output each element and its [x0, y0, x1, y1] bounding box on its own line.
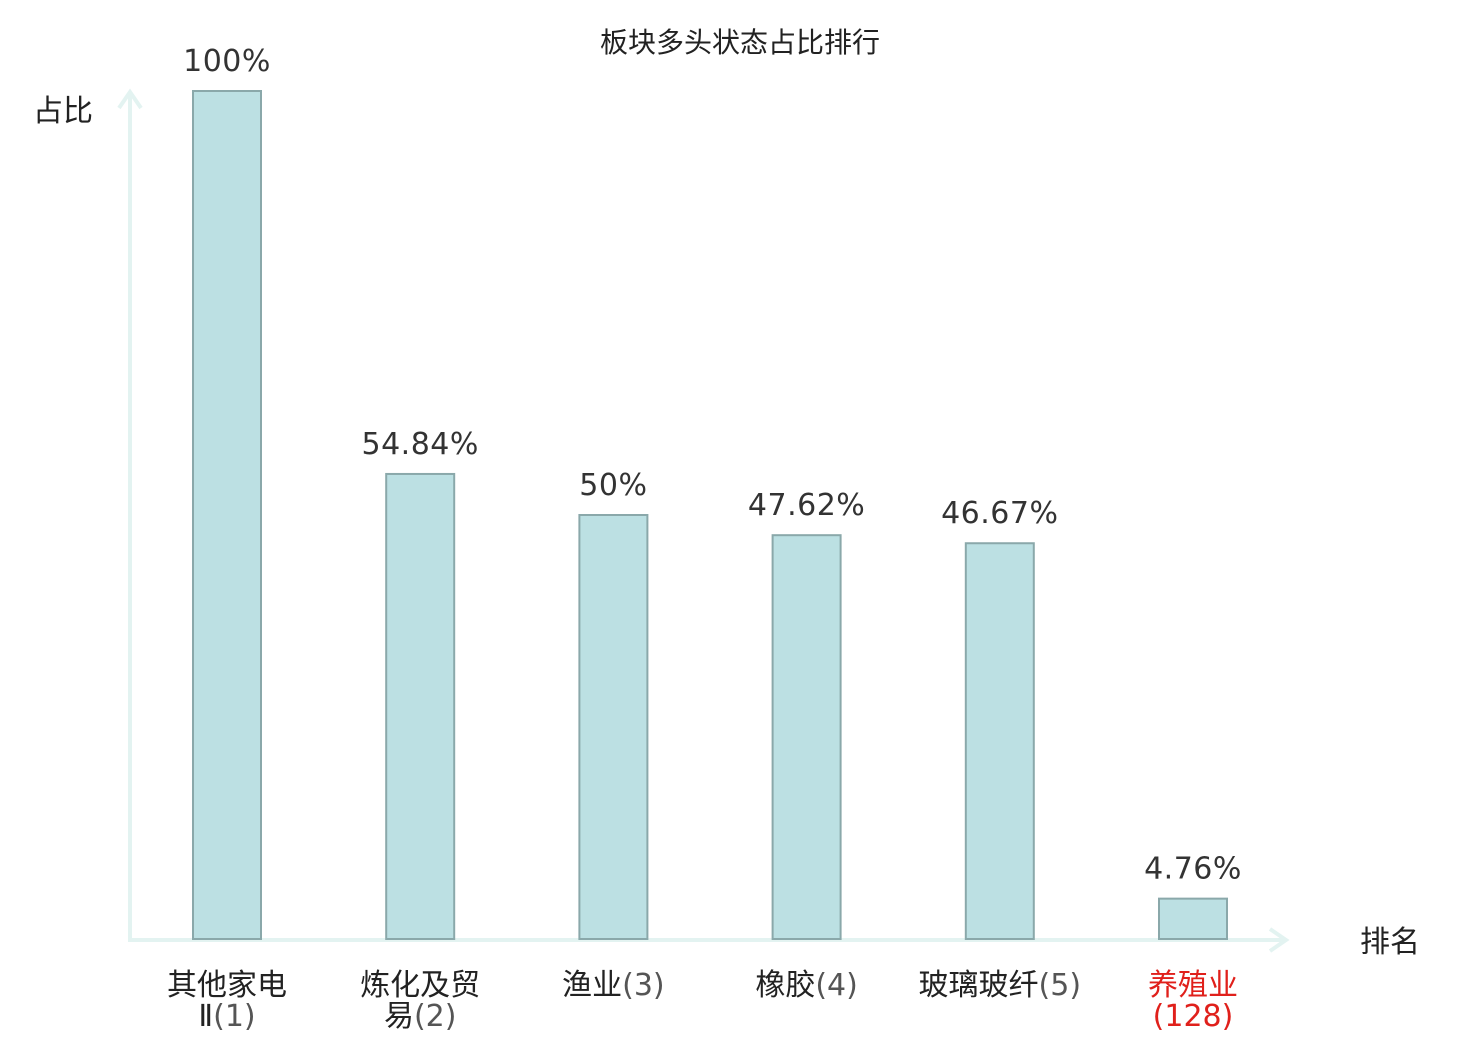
value-label: 100%	[183, 44, 271, 79]
bar	[578, 514, 649, 940]
category-label: 玻璃玻纤(5)	[919, 968, 1082, 1003]
category-name-rest: 易	[384, 999, 414, 1034]
category-name: 橡胶	[755, 968, 815, 1003]
y-axis-arrow	[117, 88, 143, 110]
category-name: 炼化及贸	[360, 968, 480, 1003]
value-label: 54.84%	[362, 427, 479, 462]
x-axis-label: 排名	[1360, 925, 1420, 960]
x-axis-arrow	[1268, 927, 1290, 953]
category-label: 橡胶(4)	[755, 968, 858, 1003]
axes	[117, 88, 1290, 953]
value-labels: 100% 54.84% 50% 47.62% 46.67% 4.76%	[183, 44, 1242, 887]
category-name: 其他家电	[167, 968, 287, 1003]
bar	[964, 542, 1035, 940]
category-label: 渔业(3)	[562, 968, 665, 1003]
bar	[385, 472, 456, 940]
value-label: 46.67%	[941, 496, 1058, 531]
bar	[771, 534, 842, 940]
category-name: 渔业	[562, 968, 622, 1003]
y-axis-label: 占比	[33, 94, 93, 129]
bars	[192, 90, 1228, 940]
category-name: 玻璃玻纤	[919, 968, 1039, 1003]
bar	[1158, 897, 1228, 940]
category-label-line2: (128)	[1153, 999, 1234, 1034]
category-rank: (4)	[815, 968, 858, 1003]
category-name: 养殖业	[1148, 968, 1238, 1003]
category-label-line2: 易(2)	[384, 999, 457, 1034]
category-label-line2: Ⅱ(1)	[198, 999, 255, 1034]
bar	[192, 90, 262, 940]
chart-title: 板块多头状态占比排行	[600, 26, 880, 59]
category-rank: (128)	[1153, 999, 1234, 1034]
value-label: 47.62%	[748, 488, 865, 523]
category-name-rest: Ⅱ	[198, 999, 213, 1034]
value-label: 50%	[579, 468, 647, 503]
category-rank: (1)	[213, 999, 256, 1034]
category-rank: (5)	[1039, 968, 1082, 1003]
value-label: 4.76%	[1144, 852, 1242, 887]
category-rank: (3)	[622, 968, 665, 1003]
category-rank: (2)	[414, 999, 457, 1034]
